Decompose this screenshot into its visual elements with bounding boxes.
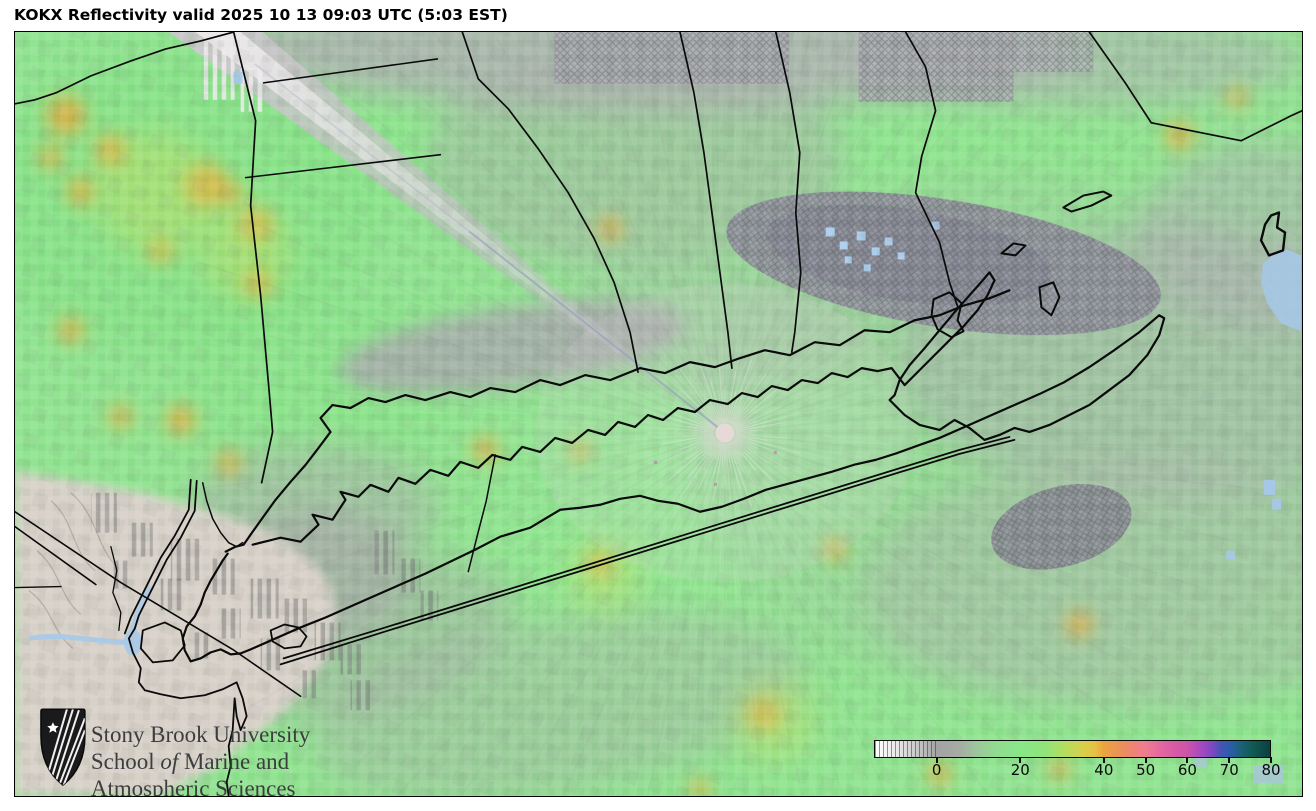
hudson-river-banks — [123, 478, 198, 635]
colorbar-tick-label: 40 — [1094, 761, 1114, 779]
water-features — [28, 249, 1302, 784]
housatonic-river — [461, 32, 639, 373]
colorbar-tick — [1019, 757, 1022, 763]
ny-harbor-water — [123, 629, 142, 656]
ocean-water-patch — [1261, 249, 1302, 332]
gardiners-island — [1038, 281, 1061, 317]
long-island-coastline — [181, 271, 1166, 663]
colorbar-tick-label: 70 — [1219, 761, 1239, 779]
nj-diagonal-1 — [15, 510, 302, 698]
colorbar-tick — [1102, 757, 1105, 763]
radar-map: Stony Brook University School of Marine … — [14, 31, 1303, 797]
reflectivity-colorbar — [874, 740, 1271, 758]
ct-county-river — [679, 32, 733, 369]
ct-ri-border — [904, 32, 959, 308]
block-island — [1259, 211, 1287, 257]
new-jersey-coast — [127, 627, 248, 796]
east-river — [201, 482, 244, 548]
figure-title: KOKX Reflectivity valid 2025 10 13 09:03… — [14, 6, 508, 24]
colorbar-segments — [875, 741, 938, 757]
colorbar-tick — [1186, 757, 1189, 763]
stony-brook-shield-icon — [40, 708, 86, 786]
logo-line-2: School of Marine and — [91, 749, 290, 774]
staten-island — [139, 621, 186, 664]
colorbar-tick-label: 80 — [1261, 761, 1281, 779]
colorbar-tick — [1144, 757, 1147, 763]
radar-image: Stony Brook University School of Marine … — [15, 32, 1302, 796]
shield-star-icon — [47, 722, 59, 733]
colorbar-tick — [1228, 757, 1231, 763]
colorbar-tick-label: 60 — [1177, 761, 1197, 779]
raritan-river — [28, 634, 133, 645]
newark-bay-line — [110, 546, 122, 632]
boundary-diagonal-1 — [262, 58, 439, 84]
nassau-suffolk-line — [467, 454, 497, 573]
radar-site-marker — [715, 423, 735, 443]
connecticut-coastline — [224, 289, 1011, 553]
river-top-left — [15, 32, 235, 105]
boundary-diagonal-2 — [244, 153, 442, 179]
colorbar-tick — [935, 757, 938, 763]
colorbar-tick-label: 0 — [931, 761, 942, 779]
blocked-radial-line — [468, 230, 726, 434]
pixel-mottle-coarse — [15, 32, 1302, 796]
fishers-island — [1062, 190, 1113, 213]
connecticut-river — [774, 32, 802, 354]
plum-island — [1000, 242, 1027, 257]
county-line-vertical — [232, 32, 274, 484]
colorbar-gradient — [875, 741, 1270, 757]
logo-line-3: Atmospheric Sciences — [91, 776, 296, 796]
rhode-island-line — [1088, 32, 1302, 142]
map-boundaries — [15, 32, 1302, 796]
jamaica-bay — [269, 623, 308, 650]
nj-diagonal-2 — [15, 525, 97, 586]
nj-line-3 — [15, 585, 62, 589]
colorbar-tick-label: 50 — [1136, 761, 1156, 779]
stony-brook-logo: Stony Brook University School of Marine … — [40, 708, 311, 796]
colorbar-tick — [1270, 757, 1272, 763]
logo-line-1: Stony Brook University — [91, 722, 311, 747]
hudson-river-water — [129, 585, 152, 632]
radar-radial-texture — [172, 32, 1278, 796]
barrier-island — [279, 436, 1016, 666]
speckle-artifacts — [654, 450, 777, 486]
colorbar-tick-label: 20 — [1010, 761, 1030, 779]
